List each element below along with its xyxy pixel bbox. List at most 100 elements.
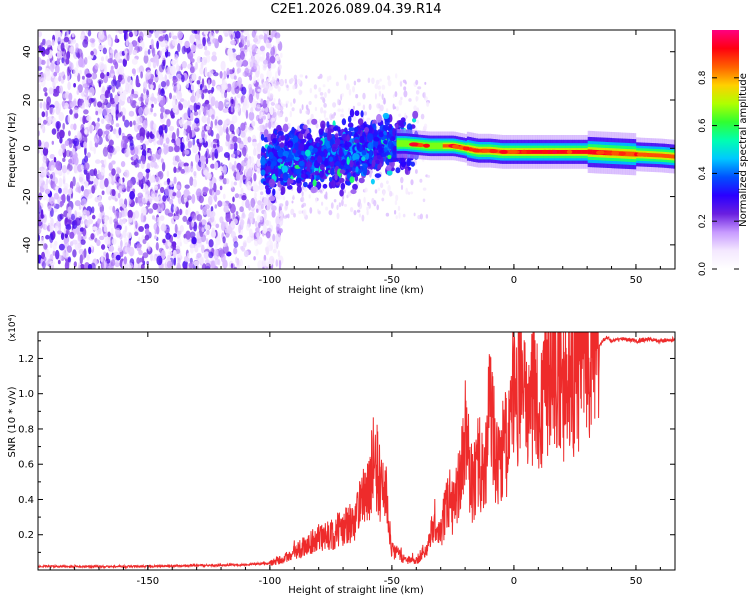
noise-cell: [257, 260, 264, 269]
signal-cell: [376, 113, 382, 123]
noise-cell: [197, 43, 204, 49]
noise-cell: [233, 142, 238, 151]
noise-cell: [108, 245, 115, 252]
noise-cell: [415, 90, 420, 95]
noise-cell: [246, 223, 250, 231]
signal-cell: [281, 165, 288, 173]
noise-cell: [122, 30, 129, 34]
noise-cell: [138, 226, 145, 232]
noise-cell: [143, 81, 148, 90]
signal-cell: [272, 149, 278, 155]
noise-cell: [263, 210, 267, 221]
signal-cell: [338, 147, 343, 157]
noise-cell: [156, 255, 163, 266]
signal-cell: [303, 181, 308, 188]
noise-cell: [38, 45, 42, 50]
noise-cell: [52, 250, 56, 256]
noise-cell: [100, 94, 106, 104]
signal-cell: [353, 139, 360, 144]
noise-cell: [174, 144, 180, 153]
noise-cell: [161, 61, 166, 70]
noise-cell: [309, 88, 312, 94]
noise-cell: [55, 249, 60, 260]
noise-cell: [152, 123, 157, 129]
noise-cell: [71, 154, 77, 164]
noise-cell: [150, 107, 153, 113]
signal-cell: [310, 186, 317, 194]
noise-cell: [60, 232, 65, 240]
noise-cell: [271, 210, 276, 218]
noise-cell: [152, 215, 155, 220]
noise-cell: [86, 254, 90, 261]
noise-cell: [104, 63, 107, 74]
noise-cell: [140, 263, 145, 269]
noise-cell: [347, 191, 352, 197]
noise-cell: [47, 205, 52, 212]
noise-cell: [49, 62, 55, 73]
noise-cell: [114, 52, 121, 62]
noise-cell: [399, 81, 403, 87]
noise-cell: [259, 73, 264, 80]
noise-cell: [98, 80, 102, 88]
noise-cell: [58, 243, 65, 251]
noise-cell: [155, 150, 161, 160]
noise-cell: [195, 153, 200, 163]
signal-cell: [262, 181, 267, 185]
noise-cell: [164, 208, 170, 216]
noise-cell: [97, 117, 100, 122]
noise-cell: [201, 244, 205, 254]
noise-cell: [83, 109, 89, 115]
noise-cell: [362, 92, 366, 100]
noise-cell: [120, 111, 123, 116]
noise-cell: [177, 194, 182, 205]
noise-cell: [222, 193, 226, 200]
noise-cell: [206, 229, 210, 236]
noise-cell: [65, 229, 70, 235]
noise-cell: [155, 242, 159, 251]
noise-cell: [268, 259, 273, 266]
noise-cell: [142, 94, 147, 100]
noise-cell: [186, 136, 189, 142]
noise-cell: [227, 224, 233, 235]
signal-cell: [319, 164, 325, 171]
signal-cell: [261, 147, 267, 153]
noise-cell: [332, 102, 337, 108]
noise-cell: [235, 100, 239, 106]
noise-cell: [174, 223, 178, 234]
noise-cell: [232, 81, 238, 88]
noise-cell: [258, 183, 265, 191]
noise-cell: [67, 81, 71, 91]
noise-cell: [154, 235, 157, 240]
noise-cell: [257, 88, 261, 92]
noise-cell: [67, 206, 72, 214]
noise-cell: [318, 210, 321, 215]
noise-cell: [150, 133, 155, 139]
noise-cell: [216, 86, 221, 92]
noise-cell: [38, 200, 41, 209]
noise-cell: [207, 79, 211, 89]
noise-cell: [62, 122, 65, 130]
signal-cell: [392, 157, 397, 163]
noise-cell: [74, 217, 81, 226]
noise-cell: [128, 217, 133, 227]
noise-cell: [240, 219, 245, 226]
noise-cell: [183, 162, 189, 167]
noise-cell: [196, 80, 201, 85]
noise-cell: [111, 85, 116, 93]
noise-cell: [172, 104, 178, 114]
noise-cell: [201, 129, 206, 139]
noise-cell: [131, 68, 136, 75]
noise-cell: [58, 111, 65, 122]
noise-cell: [173, 176, 177, 184]
noise-cell: [159, 50, 163, 56]
noise-cell: [191, 236, 197, 245]
noise-cell: [120, 92, 127, 102]
noise-cell: [387, 75, 391, 81]
noise-cell: [80, 185, 85, 192]
noise-cell: [208, 195, 213, 206]
noise-cell: [84, 162, 90, 171]
noise-cell: [376, 204, 380, 211]
noise-cell: [375, 79, 380, 85]
noise-cell: [126, 185, 131, 192]
